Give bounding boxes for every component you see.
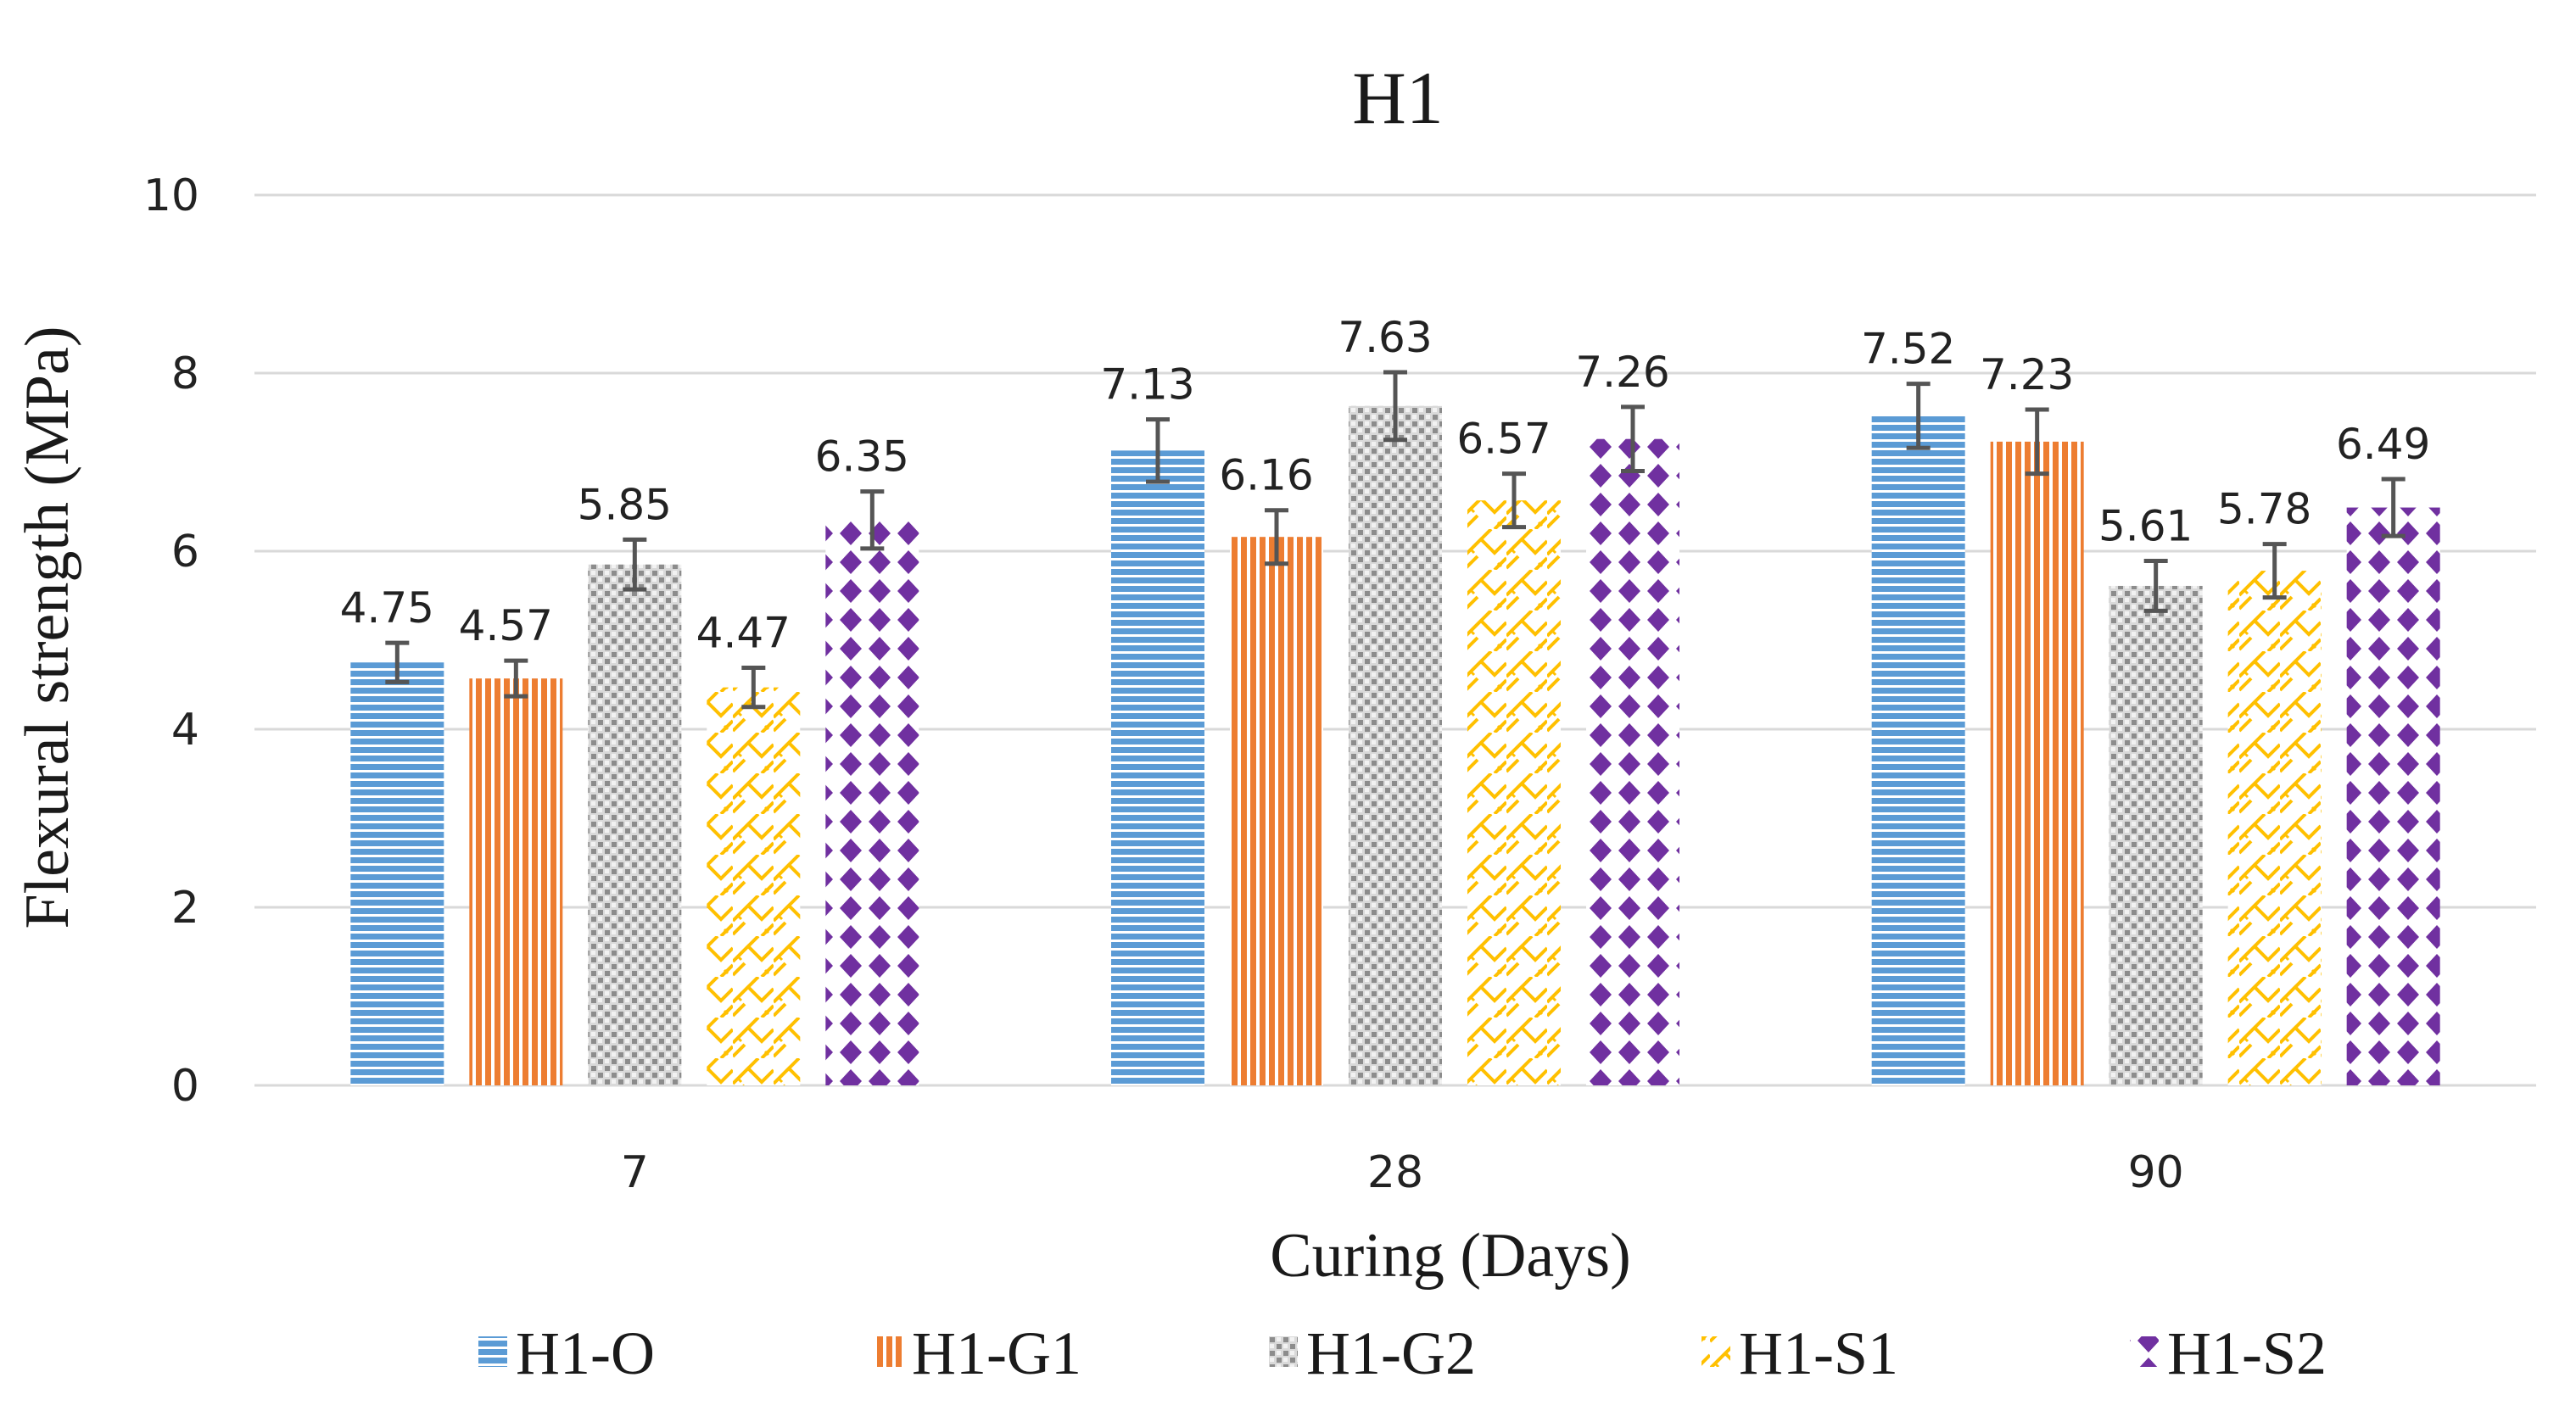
y-tick-label: 10 (143, 170, 199, 221)
y-axis-ticks: 0 2 4 6 8 10 (143, 170, 199, 1112)
legend-item-h1-o[interactable]: H1-O (478, 1319, 655, 1387)
y-axis-title: Flexural strength (MPa) (13, 326, 82, 928)
data-label: 6.57 (1456, 415, 1551, 464)
bar-h1-g1-90 (1990, 441, 2084, 1085)
bar-h1-g2-90 (2109, 585, 2203, 1085)
legend-item-h1-g1[interactable]: H1-G1 (874, 1319, 1081, 1387)
bar-h1-s1-28 (1467, 500, 1561, 1085)
data-label: 4.47 (696, 609, 791, 658)
data-labels: 4.75 4.57 5.85 4.47 6.35 7.13 6.16 7.63 6.57 7.26… (340, 313, 2431, 658)
data-label: 5.61 (2098, 502, 2193, 551)
data-label: 7.52 (1861, 325, 1955, 374)
chart-title: H1 (1352, 58, 1444, 140)
data-label: 5.78 (2217, 485, 2311, 534)
legend-label: H1-S1 (1739, 1319, 1898, 1387)
bar-h1-o-90 (1871, 415, 1965, 1085)
legend: H1-O H1-G1 H1-G2 H1-S1 H1-S2 (478, 1319, 2327, 1387)
error-bar (2143, 559, 2168, 613)
error-bar (1265, 508, 1288, 566)
legend-item-h1-g2[interactable]: H1-G2 (1269, 1319, 1476, 1387)
bar-h1-s1-7 (707, 687, 801, 1085)
data-label: 6.49 (2336, 420, 2430, 469)
legend-swatch (874, 1336, 903, 1367)
error-bar (1621, 404, 1645, 473)
error-bar (504, 658, 528, 699)
x-axis-title: Curing (Days) (1270, 1221, 1630, 1291)
bar-h1-s2-28 (1586, 438, 1679, 1085)
error-bar (385, 640, 410, 684)
legend-swatch (1702, 1336, 1730, 1367)
data-label: 5.85 (578, 480, 672, 529)
legend-label: H1-G2 (1306, 1319, 1476, 1387)
data-label: 4.57 (459, 601, 553, 650)
bar-h1-g1-28 (1230, 537, 1323, 1085)
bar-h1-g1-7 (469, 678, 563, 1085)
bar-h1-g2-7 (588, 564, 682, 1085)
y-tick-label: 0 (171, 1061, 199, 1112)
legend-swatch (1269, 1336, 1298, 1367)
bar-h1-o-7 (350, 662, 444, 1085)
error-bar (2381, 477, 2406, 538)
y-tick-label: 6 (171, 527, 199, 577)
error-bar (1502, 471, 1526, 530)
error-bar (860, 489, 885, 551)
legend-label: H1-G1 (912, 1319, 1081, 1387)
legend-swatch (478, 1336, 507, 1367)
y-tick-label: 2 (171, 883, 199, 934)
x-tick-label: 28 (1367, 1147, 1423, 1198)
bars (350, 405, 2440, 1086)
y-tick-label: 8 (171, 349, 199, 399)
bar-h1-s2-7 (825, 520, 919, 1085)
data-label: 4.75 (340, 583, 434, 633)
error-bar (2262, 542, 2287, 600)
data-label: 6.16 (1219, 451, 1313, 500)
error-bar (741, 666, 766, 710)
data-label: 7.63 (1338, 313, 1432, 362)
data-label: 7.26 (1575, 348, 1669, 397)
x-axis-ticks: 7 28 90 (621, 1147, 2184, 1198)
data-label: 7.13 (1100, 360, 1194, 410)
error-bar (623, 537, 647, 592)
bar-h1-s1-90 (2227, 571, 2322, 1085)
bar-h1-g2-28 (1349, 405, 1442, 1086)
bar-h1-o-28 (1111, 450, 1204, 1085)
error-bar (1146, 417, 1170, 484)
error-bar (1383, 370, 1407, 443)
y-tick-label: 4 (171, 705, 199, 756)
error-bar (2025, 407, 2049, 477)
legend-label: H1-S2 (2167, 1319, 2327, 1387)
legend-label: H1-O (516, 1319, 655, 1387)
error-bar (1906, 382, 1931, 450)
legend-swatch (2130, 1336, 2159, 1367)
bar-h1-s2-90 (2346, 507, 2440, 1085)
legend-item-h1-s2[interactable]: H1-S2 (2130, 1319, 2327, 1387)
error-bars (385, 370, 2406, 710)
legend-item-h1-s1[interactable]: H1-S1 (1702, 1319, 1898, 1387)
data-label: 6.35 (815, 432, 909, 482)
x-tick-label: 90 (2128, 1147, 2184, 1198)
data-label: 7.23 (1980, 350, 2074, 399)
x-tick-label: 7 (621, 1147, 649, 1198)
